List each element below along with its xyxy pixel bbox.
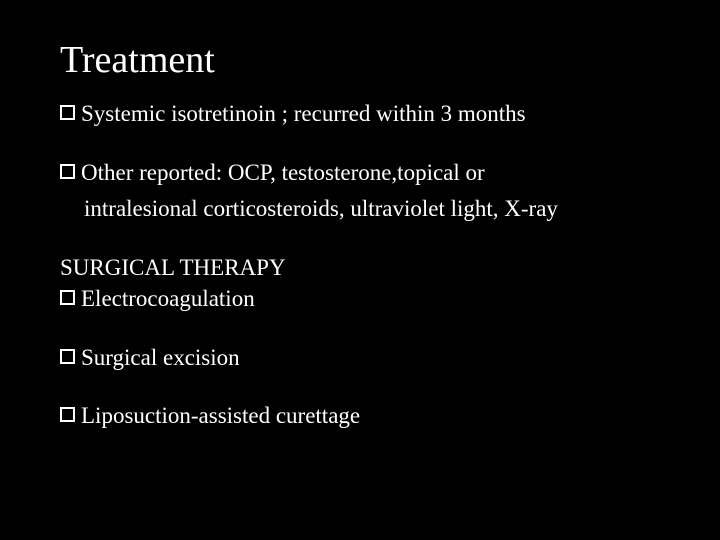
square-bullet-icon [60,407,75,422]
spacer [60,137,660,159]
slide: Treatment Systemic isotretinoin ; recurr… [0,0,720,540]
list-item-text: Systemic isotretinoin ; recurred within … [81,100,660,129]
square-bullet-icon [60,349,75,364]
list-item: Electrocoagulation [60,285,660,314]
list-item: Liposuction-assisted curettage [60,402,660,431]
subheading: SURGICAL THERAPY [60,254,660,283]
list-item-text: Liposuction-assisted curettage [81,402,660,431]
spacer [60,232,660,254]
list-item: Systemic isotretinoin ; recurred within … [60,100,660,129]
slide-title: Treatment [60,40,660,82]
list-item: Surgical excision [60,344,660,373]
list-item-text: Electrocoagulation [81,285,660,314]
spacer [60,322,660,344]
spacer [60,380,660,402]
list-item-continuation: intralesional corticosteroids, ultraviol… [84,195,660,224]
square-bullet-icon [60,105,75,120]
list-item-text: Other reported: OCP, testosterone,topica… [81,159,660,188]
list-item: Other reported: OCP, testosterone,topica… [60,159,660,188]
square-bullet-icon [60,164,75,179]
list-item-text: Surgical excision [81,344,660,373]
square-bullet-icon [60,290,75,305]
